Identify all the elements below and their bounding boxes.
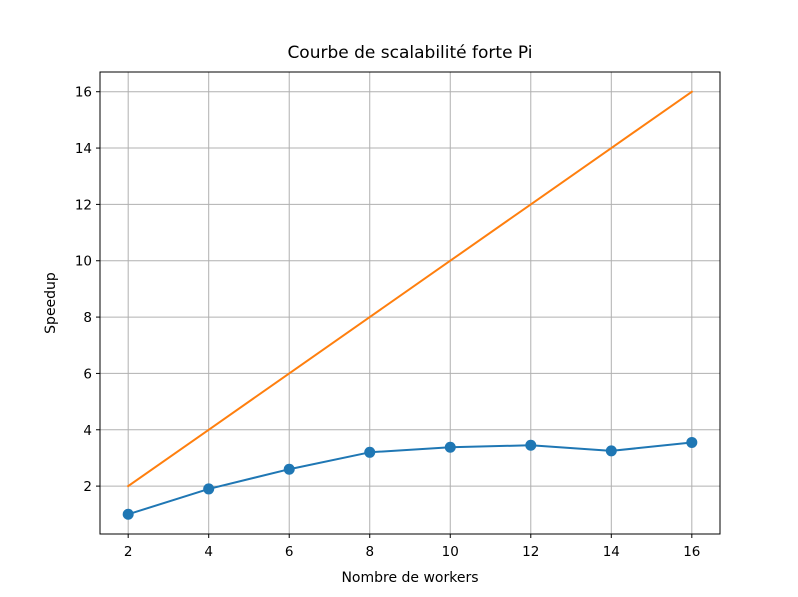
grid-lines [100, 72, 720, 534]
x-tick-label: 16 [683, 544, 700, 560]
data-point [686, 436, 698, 448]
data-point [525, 439, 537, 451]
data-point [203, 483, 215, 495]
x-tick-label: 4 [204, 544, 213, 560]
x-tick-label: 12 [522, 544, 539, 560]
y-axis-label: Speedup [43, 272, 59, 334]
y-tick-label: 2 [83, 479, 92, 495]
x-tick-label: 6 [285, 544, 294, 560]
y-tick-label: 12 [75, 197, 92, 213]
axis-ticks: 2 4 6 8 10 12 14 16 2 4 6 8 10 12 14 16 [75, 85, 701, 560]
data-point [444, 441, 456, 453]
x-tick-label: 10 [442, 544, 459, 560]
chart-title: Courbe de scalabilité forte Pi [287, 43, 532, 63]
x-axis-label: Nombre de workers [341, 570, 478, 586]
data-point [605, 445, 617, 457]
y-tick-label: 4 [83, 423, 92, 439]
y-tick-label: 6 [83, 366, 92, 382]
data-point [122, 508, 134, 520]
y-tick-label: 16 [75, 85, 92, 101]
plot-frame [99, 71, 721, 535]
series-line-0 [126, 441, 693, 516]
series-line-1 [126, 90, 694, 488]
y-tick-label: 14 [75, 141, 92, 157]
x-tick-label: 8 [365, 544, 374, 560]
x-tick-label: 2 [124, 544, 133, 560]
y-tick-label: 10 [75, 254, 92, 270]
data-point [283, 463, 295, 475]
series-layer [122, 90, 698, 520]
x-tick-label: 14 [603, 544, 620, 560]
data-point [364, 446, 376, 458]
y-tick-label: 8 [83, 310, 92, 326]
